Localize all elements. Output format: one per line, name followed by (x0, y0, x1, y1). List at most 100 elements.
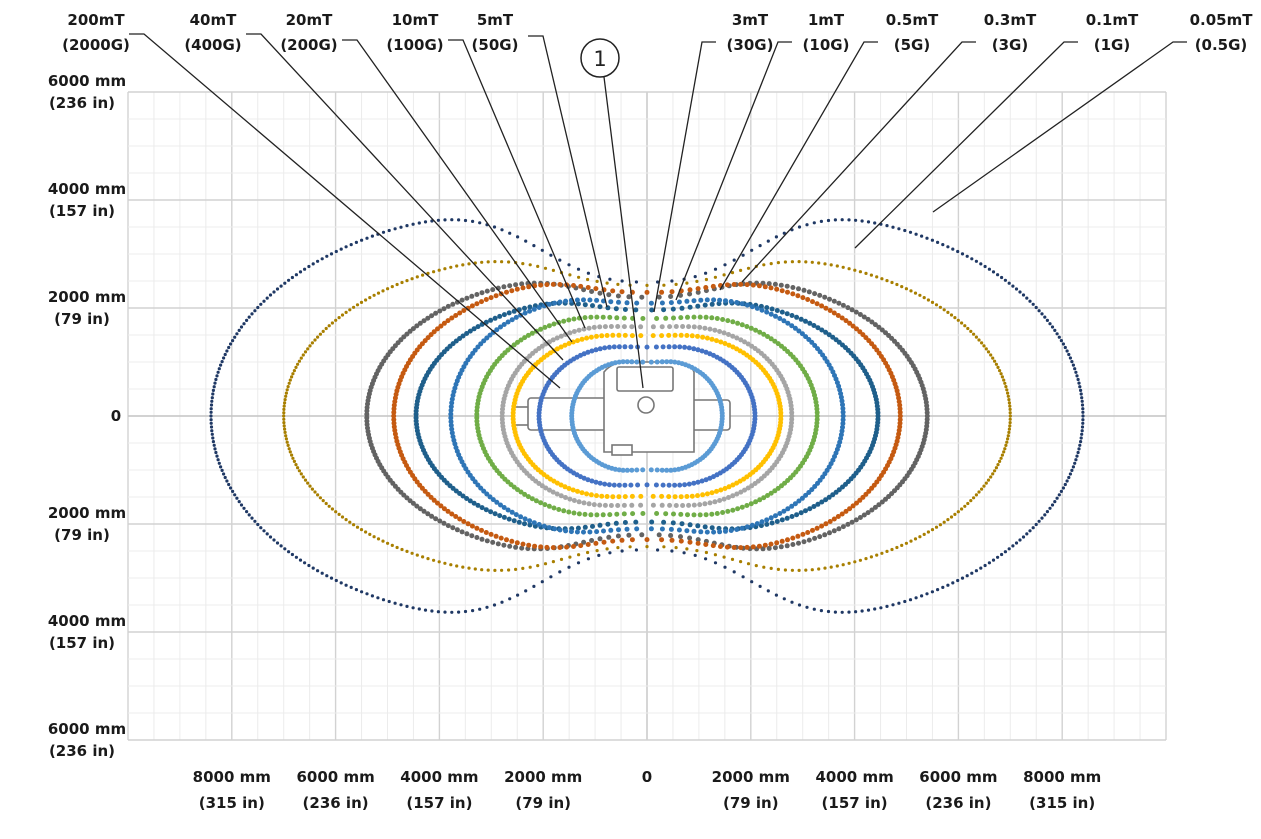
contour-point (490, 539, 496, 545)
contour-point (474, 408, 480, 414)
contour-point (288, 450, 292, 454)
contour-point (758, 523, 764, 529)
contour-point (895, 282, 899, 287)
contour-point (301, 353, 305, 357)
contour-point (1071, 363, 1075, 367)
contour-point (525, 494, 531, 500)
contour-point (800, 295, 806, 301)
contour-point (890, 280, 894, 285)
contour-point (492, 315, 498, 321)
contour-point (704, 529, 710, 535)
contour-point (282, 404, 286, 408)
contour-point (1045, 318, 1049, 322)
contour-point (750, 248, 754, 252)
contour-point (732, 258, 736, 262)
contour-point (778, 282, 784, 288)
contour-point (590, 303, 595, 309)
contour-point (307, 264, 311, 269)
contour-point (433, 516, 439, 522)
contour-point (1055, 332, 1059, 336)
contour-point (673, 324, 679, 329)
contour-point (946, 310, 950, 314)
contour-label-gauss: (0.5G) (1195, 36, 1248, 54)
contour-point (983, 563, 987, 568)
contour-point (516, 593, 520, 597)
contour-point (827, 530, 832, 536)
contour-point (209, 414, 213, 418)
contour-point (1080, 425, 1085, 429)
contour-point (508, 231, 512, 235)
contour-point (885, 279, 889, 283)
contour-point (732, 570, 736, 574)
contour-point (703, 542, 709, 547)
contour-point (865, 510, 871, 516)
contour-point (576, 511, 582, 517)
contour-point (587, 297, 593, 303)
contour-point (1061, 486, 1065, 490)
contour-point (829, 263, 833, 267)
contour-point (488, 509, 494, 515)
contour-point (930, 238, 935, 242)
contour-point (290, 552, 294, 557)
contour-point (461, 519, 467, 524)
contour-point (514, 567, 518, 572)
series-20mT (510, 332, 784, 500)
contour-point (668, 294, 674, 299)
contour-point (461, 263, 465, 267)
contour-point (822, 294, 828, 300)
contour-point (284, 391, 288, 395)
contour-point (256, 305, 260, 310)
contour-point (703, 314, 709, 320)
contour-point (866, 220, 871, 224)
contour-point (550, 281, 556, 287)
contour-point (661, 519, 667, 525)
contour-point (659, 333, 665, 339)
contour-point (789, 416, 795, 422)
contour-point (840, 413, 846, 419)
contour-point (210, 429, 214, 433)
contour-point (670, 279, 674, 283)
contour-point (527, 308, 533, 314)
contour-point (629, 359, 635, 365)
contour-point (1002, 450, 1006, 454)
contour-point (659, 537, 665, 543)
contour-point (460, 493, 466, 499)
contour-point (321, 329, 325, 333)
contour-point (785, 537, 790, 543)
contour-point (448, 422, 454, 428)
contour-point (591, 324, 597, 330)
contour-point (212, 385, 216, 389)
contour-point (514, 540, 520, 546)
contour-point (430, 609, 434, 613)
contour-point (554, 335, 560, 341)
contour-point (1031, 526, 1035, 530)
contour-point (606, 344, 612, 350)
contour-point (796, 286, 801, 292)
contour-point (951, 581, 955, 585)
contour-point (918, 535, 922, 539)
contour-point (634, 359, 640, 365)
contour-point (680, 503, 686, 508)
contour-point (875, 275, 879, 279)
contour-point (352, 523, 356, 527)
contour-point (869, 319, 875, 325)
contour-point (222, 472, 226, 476)
contour-point (449, 563, 453, 567)
contour-point (334, 249, 338, 254)
contour-point (779, 309, 785, 315)
contour-point (1071, 465, 1075, 469)
contour-point (890, 547, 894, 552)
contour-point (474, 415, 480, 421)
contour-point (860, 219, 864, 223)
contour-point (913, 537, 918, 541)
contour-point (522, 305, 527, 311)
contour-point (558, 482, 564, 488)
contour-point (614, 315, 620, 321)
contour-point (606, 534, 612, 540)
y-tick-label: 2000 mm (48, 288, 126, 306)
contour-point (558, 493, 564, 499)
contour-point (986, 478, 991, 482)
contour-point (709, 336, 715, 342)
contour-point (713, 553, 718, 557)
contour-point (209, 410, 213, 414)
